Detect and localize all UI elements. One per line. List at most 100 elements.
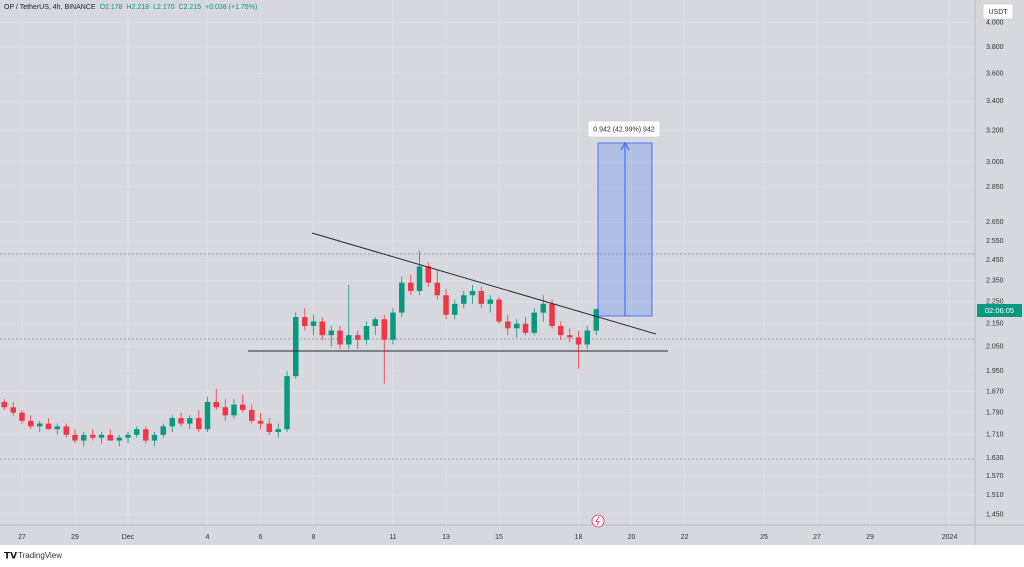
candle-body: [461, 295, 467, 304]
x-tick-label: 2024: [942, 534, 958, 541]
candle-body: [213, 401, 219, 408]
x-tick-label: 29: [866, 534, 874, 541]
candle-body: [266, 423, 272, 433]
candle-body: [160, 426, 166, 435]
candle-body: [284, 376, 290, 430]
y-tick-label: 1.630: [986, 455, 1004, 462]
y-tick-label: 2.550: [986, 238, 1004, 245]
candle-body: [558, 325, 564, 336]
x-tick-label: 15: [495, 534, 503, 541]
ohlc-close: C2.215: [178, 4, 202, 11]
candle-body: [505, 321, 511, 329]
candle-body: [249, 409, 255, 421]
y-tick-label: 1.570: [986, 473, 1004, 480]
y-tick-label: 3.000: [986, 159, 1004, 166]
candle-body: [363, 325, 370, 340]
candle-body: [355, 335, 361, 340]
candle-body: [469, 291, 476, 296]
candles: [1, 250, 600, 447]
x-tick-label: 6: [259, 534, 263, 541]
y-tick-label: 1.870: [986, 388, 1004, 395]
candle-body: [1, 401, 7, 408]
candle-body: [425, 266, 432, 283]
brand-logo: 𝗧𝗩: [4, 550, 17, 560]
candle-body: [125, 434, 131, 438]
event-icon: [591, 514, 605, 528]
candle-body: [319, 321, 325, 336]
candle-body: [381, 319, 388, 340]
grid: [0, 0, 975, 525]
candle-body: [116, 437, 122, 441]
y-tick-label: 2.250: [986, 299, 1004, 306]
candle-body: [346, 335, 352, 345]
x-tick-label: 22: [681, 534, 689, 541]
candle-body: [337, 330, 343, 345]
x-tick-label: 8: [312, 534, 316, 541]
candle-body: [531, 312, 538, 333]
candle-body: [19, 412, 25, 421]
y-tick-label: 1.790: [986, 409, 1004, 416]
y-tick-label: 1.510: [986, 492, 1004, 499]
candle-body: [567, 335, 573, 338]
y-tick-label: 2.150: [986, 321, 1004, 328]
measure-label: 0.942 (42.99%) 942: [593, 126, 655, 133]
candle-body: [522, 323, 529, 333]
x-tick-label: 4: [206, 534, 210, 541]
x-tick-label: 27: [18, 534, 26, 541]
candle-body: [275, 429, 282, 433]
measure-label-box: [587, 120, 661, 138]
candle-body: [143, 429, 149, 441]
candle-body: [37, 423, 43, 427]
candle-body: [584, 330, 591, 345]
measure-arrowhead: [620, 141, 630, 151]
ohlc-low: L2.170: [153, 4, 175, 11]
y-tick-label: 2.850: [986, 184, 1004, 191]
change: +0.038 (+1.75%): [205, 4, 258, 11]
ohlc-open: O2.178: [99, 4, 123, 11]
candle-body: [107, 434, 113, 441]
candle-body: [416, 266, 423, 292]
candle-body: [372, 319, 379, 326]
currency-label: USDT: [988, 9, 1008, 16]
candle-body: [72, 434, 78, 441]
candle-body: [593, 309, 600, 331]
candle-body: [204, 401, 211, 430]
currency-box[interactable]: [982, 3, 1014, 20]
x-tick-label: 27: [813, 534, 821, 541]
x-tick-label: Dec: [122, 534, 135, 541]
y-tick-label: 1.950: [986, 368, 1004, 375]
y-tick-label: 3.200: [986, 128, 1004, 135]
trend-line: [311, 232, 657, 335]
y-tick-label: 3.800: [986, 44, 1004, 51]
ohlc-high: H2.218: [126, 4, 150, 11]
candle-body: [540, 303, 547, 313]
x-tick-label: 20: [628, 534, 636, 541]
y-tick-label: 4.000: [986, 19, 1004, 26]
candle-body: [151, 434, 158, 441]
candle-body: [10, 407, 16, 413]
y-tick-label: 2.050: [986, 344, 1004, 351]
header: OP / TetherUS, 4h, BINANCE O2.178 H2.218…: [4, 4, 257, 11]
x-tick-label: 25: [760, 534, 768, 541]
candle-body: [231, 404, 237, 416]
candle-body: [28, 420, 34, 427]
candle-body: [196, 418, 202, 430]
x-tick-label: 13: [442, 534, 450, 541]
candle-body: [310, 321, 317, 326]
candle-body: [169, 418, 175, 427]
countdown: 02:06:05: [985, 306, 1014, 315]
candle-body: [575, 337, 582, 345]
candle-body: [134, 429, 140, 435]
candle-body: [187, 418, 193, 424]
candle-body: [434, 282, 441, 296]
y-tick-label: 3.600: [986, 70, 1004, 77]
candle-body: [222, 407, 229, 416]
y-tick-label: 1.710: [986, 432, 1004, 439]
candle-body: [81, 434, 87, 441]
candle-body: [452, 303, 458, 315]
candle-body: [54, 426, 60, 430]
candle-body: [45, 423, 52, 430]
y-tick-label: 3.400: [986, 98, 1004, 105]
